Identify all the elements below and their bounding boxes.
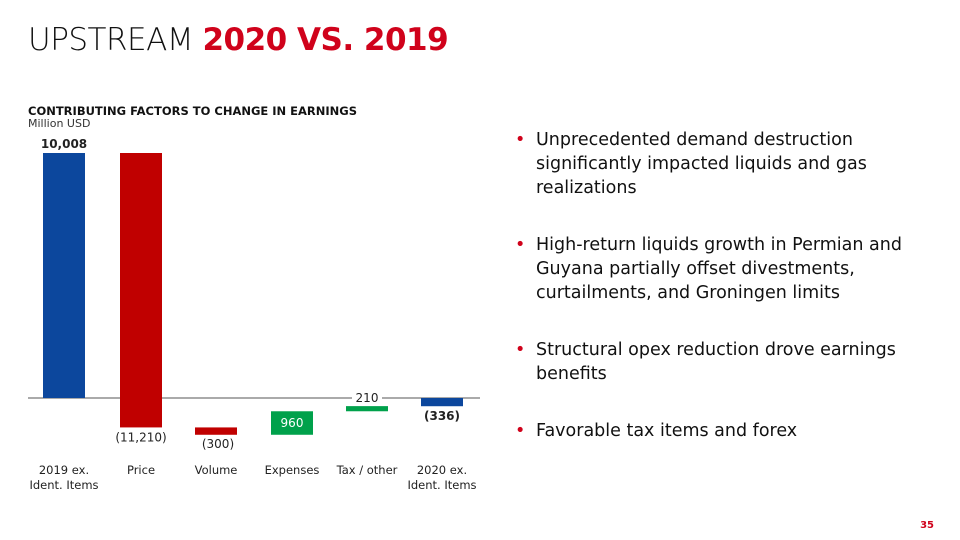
- bar-0: [43, 153, 85, 398]
- category-label-1: Price: [127, 463, 155, 477]
- category-label-0: Ident. Items: [29, 478, 98, 492]
- title-highlight: 2020 VS. 2019: [202, 22, 449, 58]
- data-label-4: 210: [356, 391, 379, 405]
- bullet-item: High-return liquids growth in Permian an…: [515, 233, 935, 305]
- bar-4: [346, 406, 388, 412]
- category-label-2: Volume: [195, 463, 238, 477]
- category-label-0: 2019 ex.: [39, 463, 89, 477]
- category-label-3: Expenses: [265, 463, 320, 477]
- bullet-item: Favorable tax items and forex: [515, 419, 935, 443]
- data-label-2: (300): [202, 437, 234, 451]
- page-title: UPSTREAM 2020 VS. 2019: [28, 22, 449, 58]
- bar-2: [195, 427, 237, 435]
- data-label-1: (11,210): [115, 430, 166, 444]
- category-label-4: Tax / other: [336, 463, 398, 477]
- chart-unit: Million USD: [28, 117, 91, 130]
- page-number: 35: [920, 520, 934, 531]
- bar-3: [271, 411, 313, 435]
- data-label-3: 960: [281, 416, 304, 430]
- category-label-5: Ident. Items: [407, 478, 476, 492]
- title-prefix: UPSTREAM: [28, 22, 203, 58]
- chart-title: CONTRIBUTING FACTORS TO CHANGE IN EARNIN…: [28, 104, 358, 118]
- data-label-0: 10,008: [41, 137, 87, 151]
- bar-5: [421, 398, 463, 407]
- bullet-list: Unprecedented demand destruction signifi…: [515, 128, 935, 443]
- bullet-item: Structural opex reduction drove earnings…: [515, 338, 935, 386]
- bullet-item: Unprecedented demand destruction signifi…: [515, 128, 935, 200]
- bar-1: [120, 153, 162, 428]
- category-label-5: 2020 ex.: [417, 463, 467, 477]
- data-label-5: (336): [424, 409, 460, 423]
